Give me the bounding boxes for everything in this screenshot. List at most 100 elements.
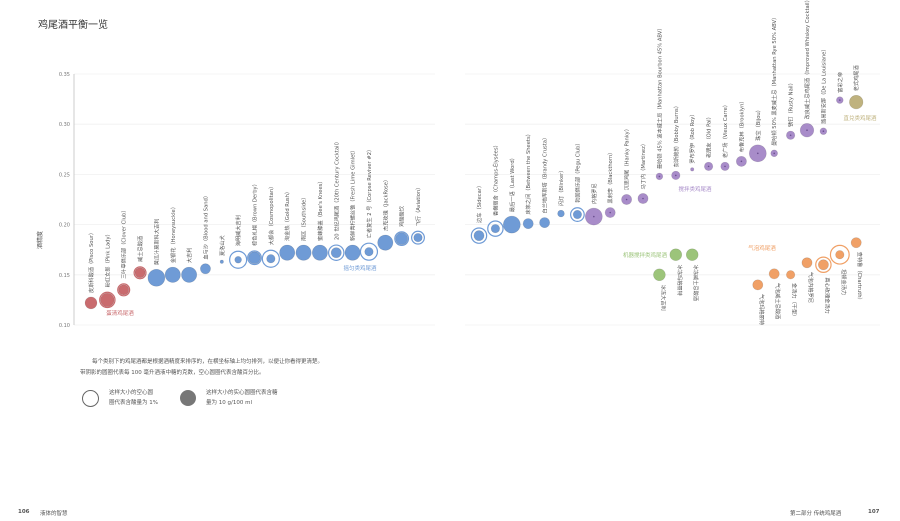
page-number-left: 106	[18, 509, 30, 515]
note-line-2: 带阴影的圆圈代表每 100 毫升酒液中糖的克数，空心圆圈代表含酸百分比。	[80, 370, 265, 376]
point-label: 威士忌酸酒	[136, 236, 144, 262]
legend-filled: 这样大小的实心圆圈代表含糖 量为 10 g/100 ml	[180, 388, 278, 408]
point-label: 新鲜青柠螺丝锥（Fresh Lime Gimlet）	[349, 147, 357, 241]
point-label: 改良威士忌鸡尾酒（Improved Whiskey Cocktail）	[803, 0, 811, 119]
sugar-circle	[835, 250, 845, 260]
page-number-right: 107	[868, 509, 880, 515]
point-label: 黄瓜汁莫斯科大吉利	[152, 219, 160, 266]
series-0: 皮斯科酸酒（Pisco Sour） 粉红女郎（Pink Lady） 三叶草俱乐部（C…	[84, 207, 147, 317]
point-label: 边车（Sidecar）	[475, 183, 483, 223]
sugar-circle	[522, 218, 534, 229]
sugar-circle	[279, 244, 296, 261]
point-label: 鸡酸酸饮	[398, 205, 406, 227]
acid-ring	[815, 256, 832, 274]
sugar-circle	[653, 268, 666, 282]
sugar-circle	[100, 292, 115, 308]
acid-ring	[411, 230, 425, 245]
point-label: 皮斯科酸酒（Pisco Sour）	[87, 230, 95, 293]
point-label: 飞行（Aviation）	[414, 185, 422, 227]
point-label: 内格罗尼	[590, 183, 598, 204]
sugar-circle	[181, 266, 198, 283]
point-label: 白兰地库斯塔（Brandy Crusta）	[541, 135, 549, 214]
sugar-circle	[850, 237, 862, 249]
point-label: 气泡内格罗尼	[807, 272, 815, 303]
note-line-1: 每个类别下的鸡尾酒都是根据酒精度来排序的，在横坐标轴上均匀排列，以便让你看得更清…	[92, 359, 324, 365]
point-label: 查特鲁（Chartruth）	[856, 252, 864, 303]
sugar-circle	[669, 248, 683, 261]
legend-hollow-line-2: 圈代表含酸量为 1%	[109, 400, 158, 406]
center-dot	[707, 165, 710, 168]
series-label: 蛋清鸡尾酒	[106, 309, 134, 317]
filled-circle-icon	[180, 390, 196, 406]
y-tick-label: 0.25	[59, 172, 70, 178]
point-label: 蜜蜂膝盖（Bee's Knees）	[316, 178, 324, 241]
sugar-circle	[690, 167, 695, 172]
center-dot	[757, 152, 759, 155]
y-axis: 0.10 0.15 0.20 0.25 0.30 0.35	[59, 72, 75, 329]
point-label: 气泡威士忌酸酒	[774, 283, 782, 319]
sugar-circle	[490, 224, 500, 234]
acid-ring	[829, 244, 850, 265]
point-label: 黑刺李（Blackthorn）	[606, 150, 614, 204]
acid-ring	[470, 227, 488, 244]
point-label: 坦顿金汤力	[840, 269, 848, 295]
point-label: 20 世纪鸡尾酒（20th Century Cocktail）	[332, 139, 340, 240]
series-label: 摇匀类鸡尾酒	[343, 264, 377, 272]
sugar-circle	[473, 230, 485, 242]
legend-hollow-line-1: 这样大小的空心圆	[109, 390, 154, 396]
sugar-circle	[311, 244, 328, 261]
point-label: 南区（Southside）	[300, 195, 308, 241]
series-4: 冰冻大吉利 冰冻玛格丽特 冰冻威士忌酸酒 机器搅拌类鸡尾酒	[623, 248, 700, 311]
sugar-circle	[818, 259, 829, 271]
sugar-circle	[768, 268, 780, 280]
sugar-circle	[234, 256, 242, 264]
point-label: 夏洛山犬	[218, 234, 226, 256]
acid-ring	[117, 283, 131, 297]
point-label: 香榭丽舍（Champs-Élysées）	[491, 142, 499, 216]
point-label: 富彩之帝	[836, 72, 844, 93]
series-5: 气泡玛格丽特 气泡威士忌酸酒 金汤力（干型） 气泡内格罗尼 真心玫瑰金汤力 坦顿金汤力 查特…	[748, 237, 864, 325]
sugar-circle	[164, 266, 181, 283]
point-label: 棕色礼帽（Brown Derby）	[251, 181, 259, 246]
point-label: 彭斯鲍勃（Bobby Burns）	[672, 103, 680, 167]
sugar-circle	[219, 259, 224, 264]
acid-ring	[487, 220, 504, 237]
point-label: 淘金热（Gold Rush）	[283, 189, 291, 241]
y-tick-label: 0.30	[59, 122, 70, 128]
point-label: 曼哈顿 45% 波本威士忌（Manhattan Bourbon 45% ABV）	[655, 25, 663, 169]
sugar-circle	[344, 244, 361, 261]
center-dot	[822, 130, 825, 133]
point-label: 勃固俱乐部（Pegu Club）	[573, 140, 581, 202]
point-label: 锈钉（Rusty Nail）	[787, 80, 795, 127]
center-dot	[609, 211, 611, 214]
series-label: 搅拌类鸡尾酒	[678, 185, 712, 193]
center-dot	[642, 197, 644, 200]
center-dot	[773, 152, 775, 155]
sugar-circle	[84, 296, 98, 310]
center-dot	[658, 175, 661, 178]
sugar-circle	[557, 209, 565, 218]
point-label: 沉思鸡尾（Hanky Panky）	[623, 126, 631, 190]
point-label: 老广场（Vieux Carre）	[721, 102, 729, 158]
point-label: 冰冻玛格丽特	[676, 265, 684, 296]
point-label: 金汤力（干型）	[791, 283, 799, 319]
point-label: 亡者复生 2 号（Corpse Reviver #2）	[365, 147, 373, 238]
point-label: 闪灯（Blinker）	[557, 168, 565, 207]
chart-note: 每个类别下的鸡尾酒都是根据酒精度来排序的，在横坐标轴上均匀排列，以便让你看得更清…	[80, 357, 420, 379]
sugar-circle	[502, 215, 521, 234]
series-2: 内格罗尼 黑刺李（Blackthorn） 沉思鸡尾（Hanky Panky） 马丁内（…	[584, 0, 844, 226]
acid-ring	[328, 244, 345, 261]
point-label: 粉红女郎（Pink Lady）	[103, 231, 111, 287]
center-dot	[740, 160, 743, 163]
legend-hollow: 这样大小的空心圆 圈代表含酸量为 1%	[82, 388, 158, 408]
center-dot	[675, 174, 677, 177]
point-label: 布鲁克林（Brooklyn）	[737, 98, 745, 152]
series-1: 黄瓜汁莫斯科大吉利 金银花（Honeysuckle） 大吉利 血与沙（Blood an…	[147, 131, 585, 287]
point-label: 冰冻威士忌酸酒	[692, 265, 700, 301]
point-label: 床笫之间（Between the Sheets）	[524, 131, 532, 214]
acid-ring	[261, 249, 280, 268]
acid-ring	[359, 242, 379, 261]
y-axis-label: 酒精度	[36, 231, 44, 249]
